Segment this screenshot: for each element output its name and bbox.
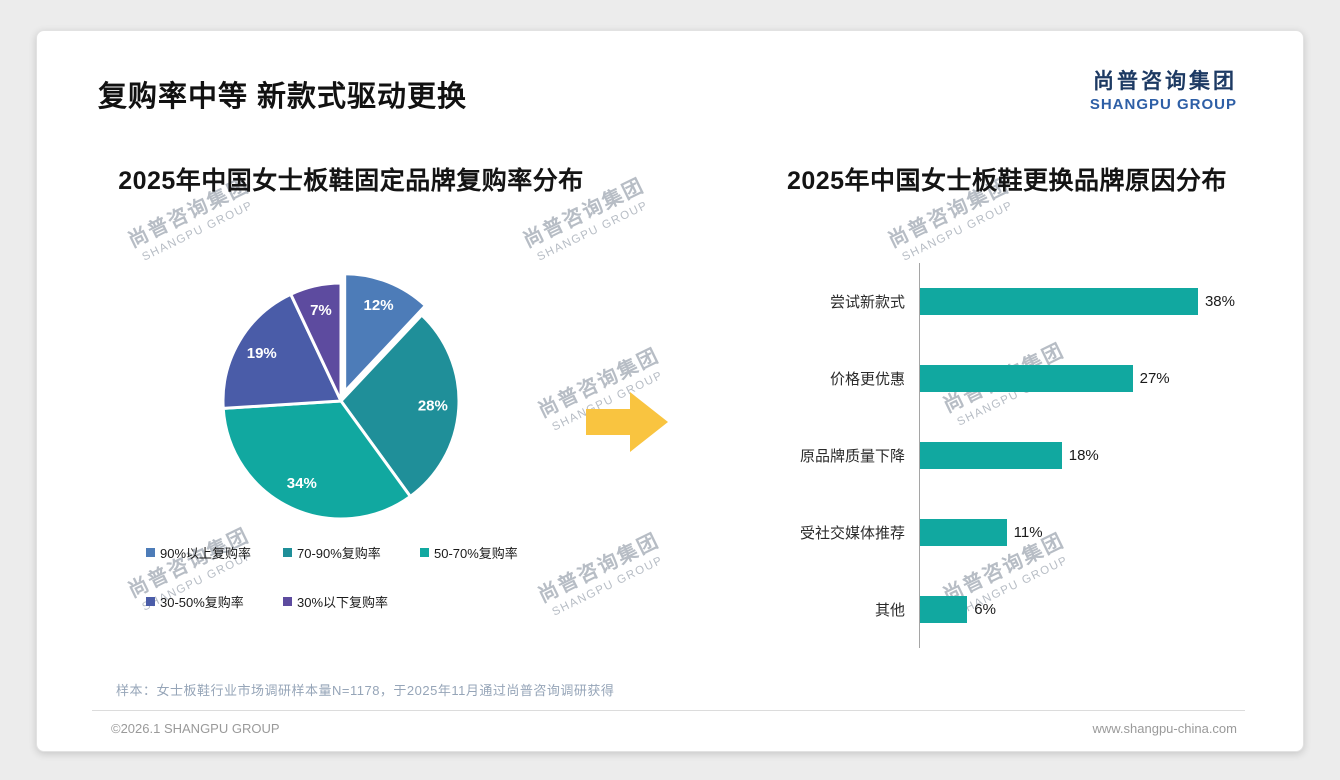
bar-row: 价格更优惠 27% <box>727 340 1287 417</box>
footer-row: ©2026.1 SHANGPU GROUP www.shangpu-china.… <box>111 721 1237 736</box>
pie-chart: 12% 28% 34% 19% 7% <box>221 272 461 521</box>
footer-divider <box>92 710 1245 711</box>
bar <box>920 442 1062 469</box>
pie-slice-label: 12% <box>364 297 394 314</box>
legend-item: 50-70%复购率 <box>420 543 547 562</box>
bar-row: 受社交媒体推荐 11% <box>727 494 1287 571</box>
bar-value-label: 38% <box>1204 293 1235 310</box>
legend-marker <box>146 548 155 557</box>
bar-value-label: 27% <box>1139 370 1170 387</box>
bar-value-label: 11% <box>1013 524 1043 541</box>
pie-legend: 90%以上复购率 70-90%复购率 50-70%复购率 30-50%复购率 30%以下… <box>146 543 591 611</box>
pie-slice-label: 19% <box>247 345 277 362</box>
company-logo-cn: 尚普咨询集团 <box>1093 70 1237 93</box>
bar-chart-title: 2025年中国女士板鞋更换品牌原因分布 <box>786 167 1228 195</box>
pie-slice <box>221 399 412 521</box>
bar <box>920 519 1007 546</box>
bar-chart-section: 2025年中国女士板鞋更换品牌原因分布 尝试新款式 38% 价格更优惠 27% 原品牌质… <box>727 161 1287 681</box>
legend-marker <box>420 548 429 557</box>
bar-row: 其他 6% <box>727 571 1287 648</box>
legend-item: 30-50%复购率 <box>146 592 273 611</box>
legend-item: 70-90%复购率 <box>283 543 410 562</box>
page-title: 复购率中等 新款式驱动更换 <box>98 81 468 113</box>
pie-slice <box>289 281 343 403</box>
bar-track: 38% <box>919 263 1235 340</box>
bar-track: 27% <box>919 340 1235 417</box>
bar <box>920 365 1133 392</box>
bar-track: 11% <box>919 494 1235 571</box>
bar-chart: 尝试新款式 38% 价格更优惠 27% 原品牌质量下降 18% 受社交媒体推荐 11% 其他 6% <box>727 263 1287 648</box>
bar-category-label: 受社交媒体推荐 <box>799 525 905 542</box>
company-logo-en: SHANGPU GROUP <box>1089 96 1237 113</box>
bar-category-label: 原品牌质量下降 <box>799 448 905 465</box>
bar <box>920 596 968 623</box>
right-arrow-icon <box>586 392 668 452</box>
company-logo: 尚普咨询集团 SHANGPU GROUP <box>1090 65 1237 113</box>
bar-value-label: 6% <box>974 601 996 618</box>
pie-slice <box>339 313 461 498</box>
legend-label: 70-90%复购率 <box>297 546 381 561</box>
legend-marker <box>283 597 292 606</box>
pie-slice <box>221 292 343 410</box>
bar-category-label: 其他 <box>874 602 905 619</box>
pie-slice-label: 7% <box>310 302 332 319</box>
copyright-text: ©2026.1 SHANGPU GROUP <box>111 721 280 736</box>
pie-slice-label: 28% <box>418 398 448 415</box>
website-text: www.shangpu-china.com <box>1092 721 1237 736</box>
legend-marker <box>146 597 155 606</box>
arrow-shape <box>586 392 668 452</box>
bar-row: 原品牌质量下降 18% <box>727 417 1287 494</box>
slide-card: 尚普咨询集团 SHANGPU GROUP 尚普咨询集团 SHANGPU GROUP 尚普… <box>36 30 1304 752</box>
bar-value-label: 18% <box>1068 447 1099 464</box>
legend-label: 90%以上复购率 <box>160 546 252 561</box>
legend-marker <box>283 548 292 557</box>
legend-label: 30%以下复购率 <box>297 595 389 610</box>
legend-item: 30%以下复购率 <box>283 592 410 611</box>
bar-category-label: 价格更优惠 <box>829 371 905 388</box>
pie-slice <box>343 272 427 394</box>
legend-label: 30-50%复购率 <box>160 595 244 610</box>
bar-row: 尝试新款式 38% <box>727 263 1287 340</box>
legend-item: 90%以上复购率 <box>146 543 273 562</box>
pie-slice-label: 34% <box>287 475 317 492</box>
legend-label: 50-70%复购率 <box>434 546 518 561</box>
pie-chart-section: 2025年中国女士板鞋固定品牌复购率分布 12% 28% 34% 19% 7% 90%以… <box>61 161 641 681</box>
bar-track: 18% <box>919 417 1235 494</box>
sample-note: 样本：女士板鞋行业市场调研样本量N=1178，于2025年11月通过尚普咨询调研… <box>116 683 615 698</box>
bar <box>920 288 1198 315</box>
pie-chart-title: 2025年中国女士板鞋固定品牌复购率分布 <box>118 167 584 195</box>
bar-category-label: 尝试新款式 <box>829 294 905 311</box>
bar-track: 6% <box>919 571 1235 648</box>
